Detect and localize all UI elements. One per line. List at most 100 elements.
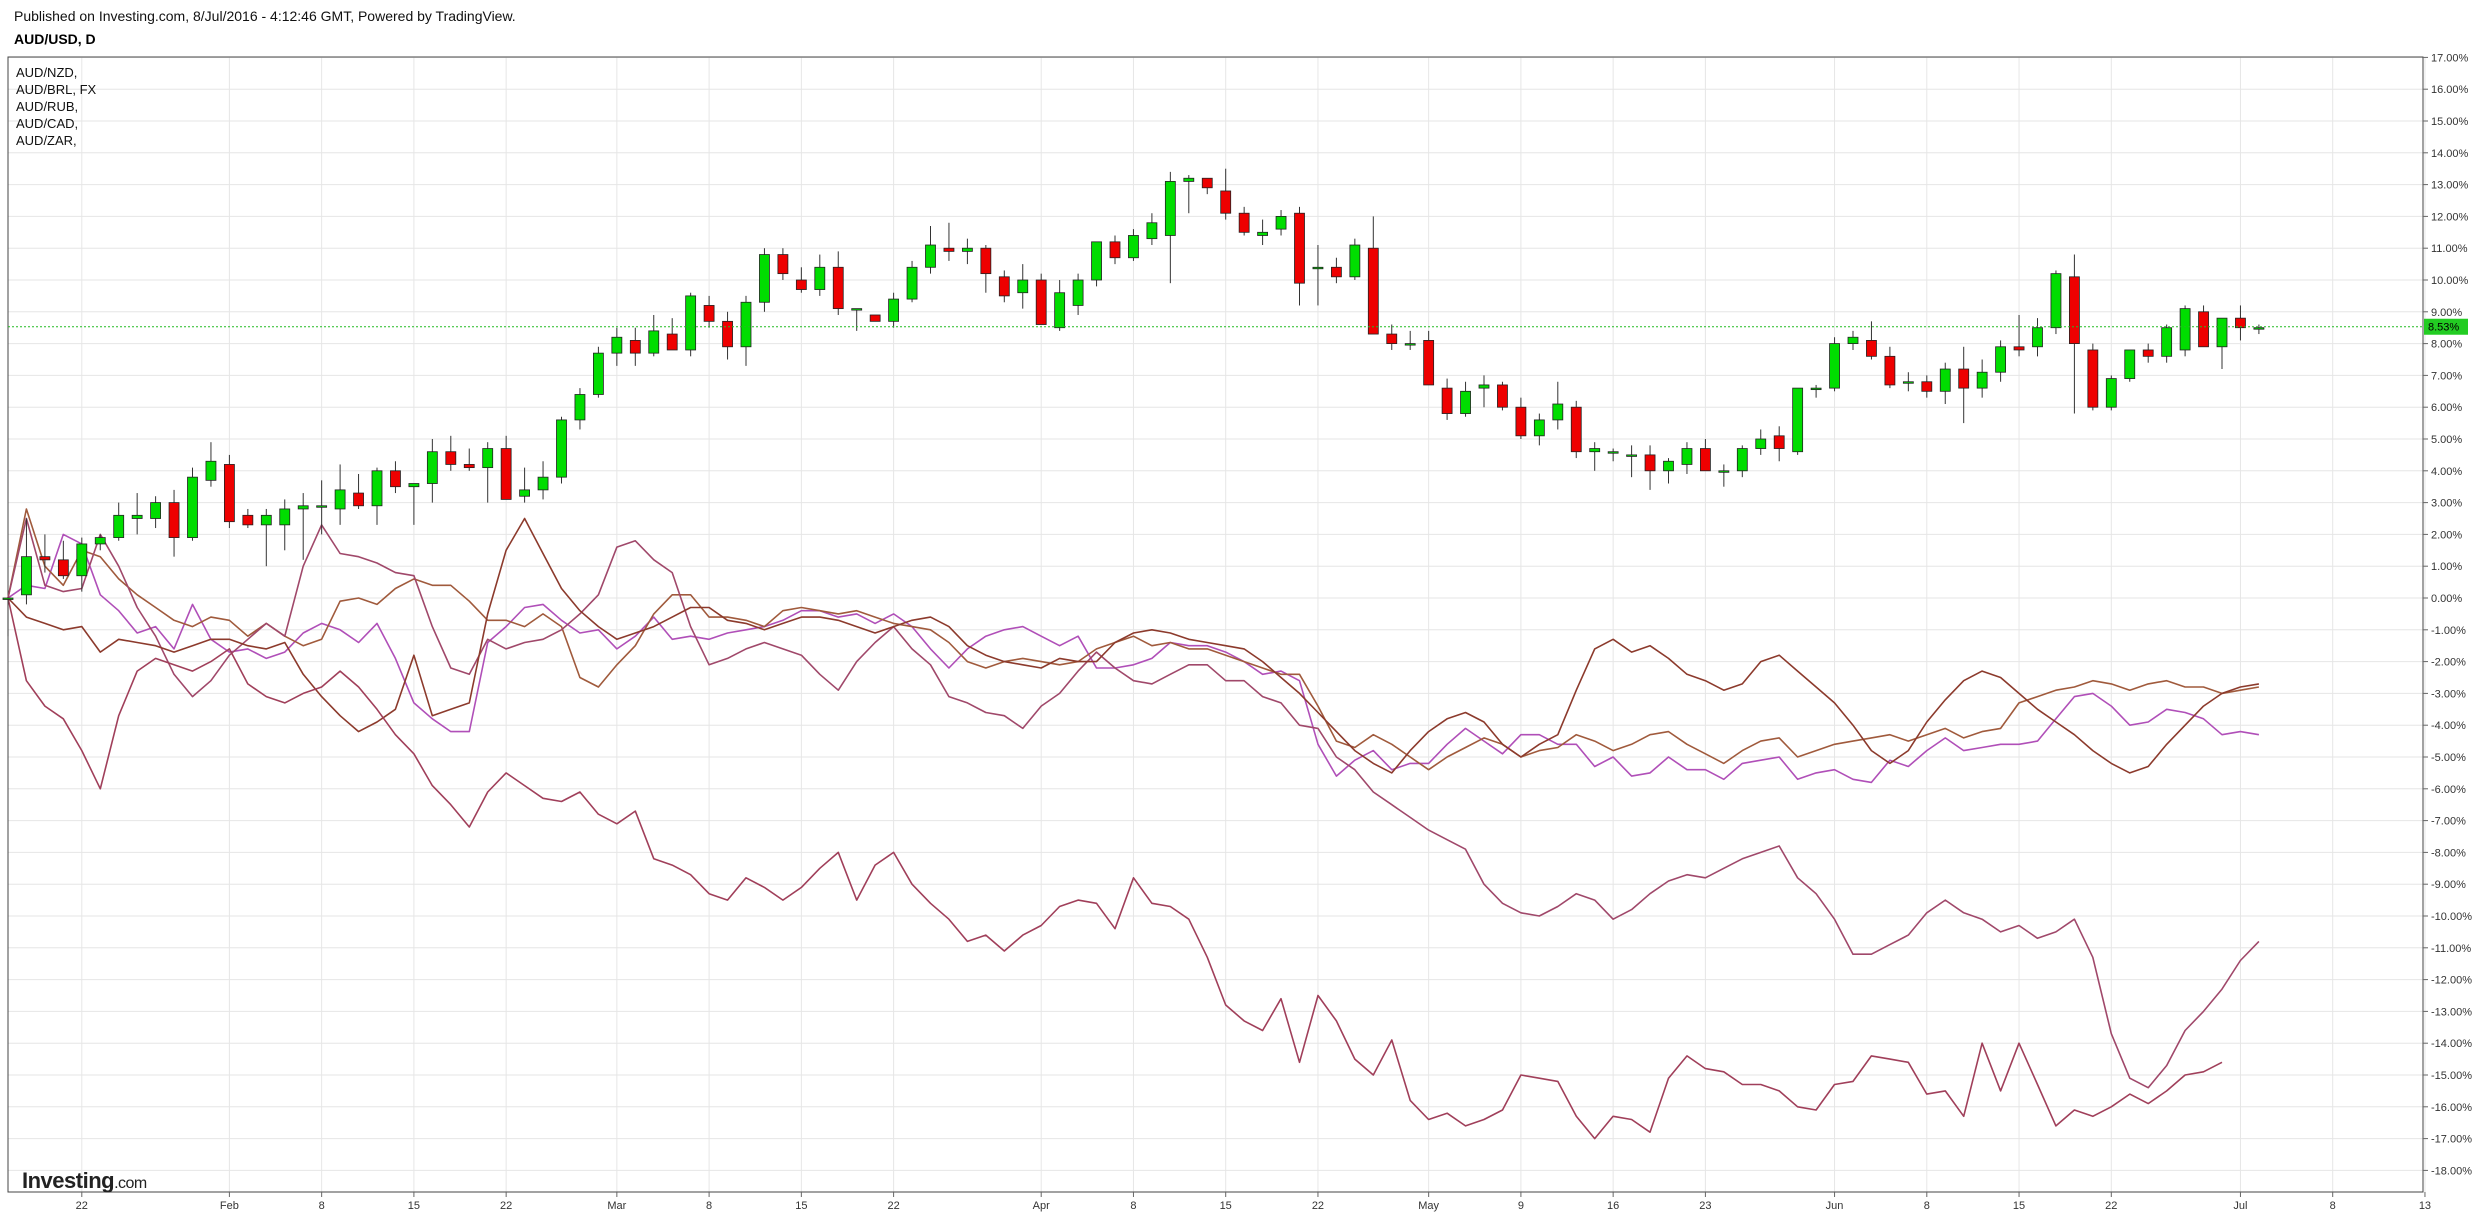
series-line-aud-nzd [7, 533, 2260, 784]
candle-down [1700, 439, 1711, 472]
candle-down [39, 534, 51, 573]
y-tick-label: 3.00% [2431, 498, 2462, 510]
candle-body [906, 266, 918, 300]
candle-body [39, 556, 51, 561]
candle-down [1035, 273, 1047, 325]
candle-body [1884, 355, 1896, 386]
series-line-aud-brl [7, 508, 2260, 771]
candle-body [1331, 266, 1342, 278]
candle-body [1847, 336, 1859, 344]
legend-item-aud-brl[interactable]: AUD/BRL, FX [16, 82, 97, 97]
candle-body [1644, 454, 1656, 472]
candle-body [353, 492, 364, 507]
candle-body [500, 448, 512, 500]
y-tick-label: 14.00% [2431, 148, 2469, 160]
candle-body [2087, 349, 2099, 408]
candle-body [1533, 419, 1545, 437]
y-tick-label: 1.00% [2431, 561, 2462, 573]
candle-down [500, 435, 512, 500]
investing-logo: Investing.com [22, 1168, 147, 1194]
candle-down [1201, 177, 1213, 195]
legend-item-aud-rub[interactable]: AUD/RUB, [16, 99, 79, 114]
legend-item-aud-zar[interactable]: AUD/ZAR, [16, 133, 77, 148]
candle-body [1128, 235, 1139, 259]
candle-up [260, 508, 272, 567]
candle-body [795, 279, 807, 290]
y-tick-label: -14.00% [2431, 1038, 2472, 1050]
candle-body [1257, 231, 1268, 236]
candle-down [2068, 254, 2080, 414]
candle-up [2032, 318, 2043, 357]
candle-body [2179, 308, 2191, 351]
candle-down [463, 448, 475, 471]
y-tick-label: -7.00% [2431, 816, 2466, 828]
x-tick-label: Jul [2233, 1200, 2247, 1212]
candle-body [869, 314, 881, 322]
candle-up [297, 493, 309, 560]
candle-body [187, 476, 198, 538]
candle-body [593, 352, 604, 395]
candle-up [1146, 213, 1158, 246]
y-tick-label: -8.00% [2431, 847, 2466, 859]
series-line-aud-rub [7, 517, 2260, 1089]
candle-up [150, 496, 162, 529]
candle-up [814, 254, 826, 296]
candle-up [962, 238, 973, 265]
candle-up [1128, 229, 1139, 261]
y-tick-label: -10.00% [2431, 911, 2472, 923]
candle-up [1091, 241, 1102, 287]
y-tick-label: -2.00% [2431, 657, 2466, 669]
candle-body [2013, 346, 2025, 351]
candle-body [1755, 438, 1767, 449]
candle-down [390, 461, 401, 494]
plot-frame [7, 56, 2424, 1193]
candle-up [2124, 349, 2136, 382]
y-tick-label: 6.00% [2431, 402, 2462, 414]
candle-body [1349, 244, 1361, 278]
candle-down [703, 295, 715, 328]
candle-up [1164, 171, 1176, 284]
candle-down [943, 222, 955, 261]
candle-body [1164, 181, 1176, 236]
x-tick-label: 22 [2105, 1200, 2117, 1212]
candle-body [1515, 406, 1527, 437]
candle-down [1331, 257, 1342, 284]
candle-body [851, 308, 863, 311]
x-tick-label: Apr [1033, 1200, 1050, 1212]
candle-up [611, 327, 623, 366]
candle-down [980, 245, 992, 293]
candle-up [2050, 270, 2062, 335]
candle-body [371, 470, 383, 507]
legend-item-aud-cad[interactable]: AUD/CAD, [16, 116, 79, 131]
x-tick-label: 8 [1130, 1200, 1136, 1212]
candle-body [629, 340, 641, 354]
candle-body [463, 464, 475, 469]
candle-body [666, 333, 678, 351]
legend-item-aud-nzd[interactable]: AUD/NZD, [16, 65, 78, 80]
candle-body [1072, 279, 1084, 306]
candle-up [131, 493, 143, 535]
candle-body [316, 505, 328, 508]
candle-up [1478, 375, 1490, 408]
candle-body [76, 543, 88, 577]
candle-down [2087, 343, 2099, 411]
candle-up [2105, 375, 2117, 411]
candle-up [2253, 324, 2265, 335]
candle-up [1810, 384, 1822, 398]
candle-body [445, 451, 457, 465]
candle-down [1958, 346, 1970, 424]
y-tick-label: 8.00% [2431, 339, 2462, 351]
x-tick-label: Feb [220, 1200, 239, 1212]
candle-up [593, 346, 604, 398]
candle-down [1921, 375, 1933, 398]
candle-body [1367, 247, 1379, 335]
candle-body [279, 508, 291, 526]
candle-down [353, 473, 364, 509]
x-axis: 22 Feb 8 15 22 Mar 8 15 22 Apr 8 15 22 May 9 16 23 Jun 8 15… [76, 1192, 2431, 1212]
candle-body [943, 247, 955, 252]
candle-down [1423, 330, 1435, 386]
candle-up [2216, 317, 2228, 370]
y-tick-label: -9.00% [2431, 879, 2466, 891]
candle-body [759, 254, 770, 303]
